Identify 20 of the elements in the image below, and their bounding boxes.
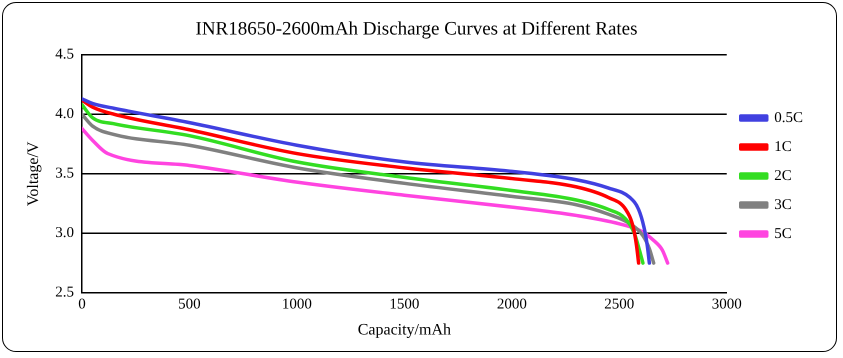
legend-label: 1C — [774, 138, 792, 155]
y-tick-label: 3.5 — [55, 166, 74, 182]
x-tick-label: 1500 — [389, 296, 420, 313]
legend-label: 3C — [774, 196, 792, 213]
x-tick-label: 1000 — [282, 296, 312, 313]
x-tick-label: 2000 — [496, 296, 527, 313]
x-tick-label: 0 — [78, 296, 86, 313]
y-tick-label: 2.5 — [55, 284, 74, 301]
y-axis-title: Voltage/V — [24, 141, 42, 206]
legend-label: 5C — [774, 226, 792, 242]
x-tick-label: 500 — [178, 296, 201, 313]
x-axis-title: Capacity/mAh — [358, 322, 452, 339]
legend-label: 2C — [774, 168, 792, 184]
y-tick-label: 3.0 — [55, 225, 74, 242]
chart-title: INR18650-2600mAh Discharge Curves at Different Rates — [195, 18, 638, 40]
y-tick-label: 4.0 — [55, 106, 74, 122]
legend-label: 0.5C — [774, 110, 804, 126]
x-tick-label: 2500 — [604, 296, 634, 313]
y-tick-label: 4.5 — [55, 46, 74, 63]
x-tick-label: 3000 — [712, 296, 742, 313]
